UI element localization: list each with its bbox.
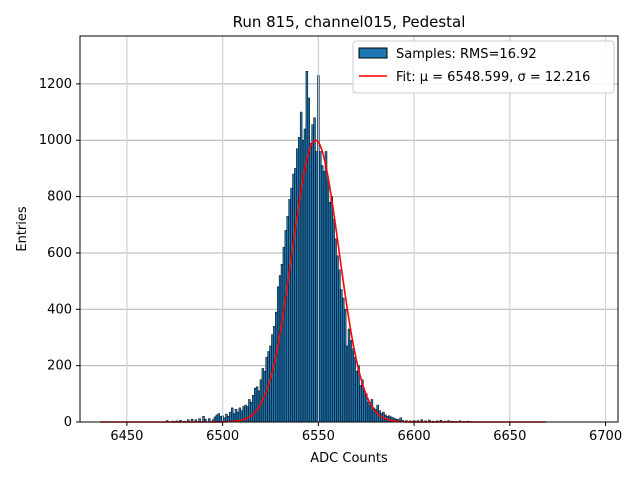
histogram-bar [359,385,362,423]
y-tick-label: 400 [47,302,72,317]
histogram-bar [347,328,351,423]
histogram-bar [334,238,337,423]
histogram-bar [231,407,234,423]
histogram-bar [353,356,356,423]
histogram-bar [202,416,205,423]
histogram-bar [217,413,221,423]
histogram-bar [340,289,343,423]
y-tick-label: 200 [47,359,72,374]
histogram-bar [273,325,276,423]
y-axis-ticks: 0 200 400 600 800 1000 1200 [39,77,80,430]
y-tick-label: 1200 [39,77,72,92]
histogram-bar [313,117,316,423]
x-tick-label: 6700 [589,429,622,444]
histogram-bar [294,168,297,423]
histogram-bar [307,97,310,423]
histogram-bar [234,409,238,423]
histogram-bar [336,255,339,423]
histogram-bar [370,399,374,423]
histogram-bar [271,334,274,423]
y-axis-label: Entries [15,206,30,252]
x-tick-label: 6500 [206,429,239,444]
histogram-bar [215,414,219,423]
y-tick-label: 0 [64,415,72,430]
histogram-bar [342,297,345,423]
histogram-bar [276,286,280,423]
chart-title: Run 815, channel015, Pedestal [233,13,466,31]
histogram-bar [280,263,284,423]
histogram-bars [165,70,473,423]
legend-samples-patch [358,47,388,59]
histogram-bar [322,170,326,423]
histogram-bar [349,340,353,423]
legend: Samples: RMS=16.92 Fit: μ = 6548.599, σ … [352,40,615,94]
histogram-bar [355,371,358,423]
legend-fit-label: Fit: μ = 6548.599, σ = 12.216 [396,70,590,85]
histogram-bar [248,399,251,423]
legend-samples-label: Samples: RMS=16.92 [396,47,537,62]
y-tick-label: 800 [47,190,72,205]
x-tick-label: 6650 [493,429,526,444]
histogram-bar [225,413,228,423]
histogram-bar [261,368,265,423]
histogram-bar [282,247,286,423]
histogram-bar [250,402,253,423]
histogram-bar [326,179,330,423]
histogram-bar [246,406,249,423]
histogram-bar [296,148,299,423]
x-axis-label: ADC Counts [310,451,388,466]
histogram-bar [288,199,291,423]
histogram-bar [275,311,278,423]
histogram-bar [284,230,288,423]
histogram-bar [252,394,255,423]
histogram-bar [324,151,328,423]
histogram-bar [305,70,309,423]
histogram-bar [320,165,324,423]
x-axis-ticks: 6450 6500 6550 6600 6650 6700 [110,422,622,444]
histogram-bar [388,415,391,423]
histogram-bar [328,201,332,423]
grid-over-layer [126,36,607,422]
histogram-bar [351,348,355,423]
histogram-bar [363,390,366,423]
histogram-bar [299,111,303,423]
histogram-bar [315,151,318,423]
histogram-bar [343,309,347,423]
histogram-bar [345,345,349,423]
histogram-bar [286,216,289,423]
x-tick-label: 6450 [110,429,143,444]
histogram-bar [278,275,282,423]
histogram-bar [292,173,295,423]
histogram-bar [290,187,293,423]
x-tick-label: 6550 [302,429,335,444]
x-tick-label: 6600 [398,429,431,444]
histogram-bar [330,196,333,423]
histogram-bar [338,269,341,423]
histogram-bar [332,218,335,423]
histogram-bar [311,124,314,423]
histogram-bar [368,404,372,423]
legend-box [352,40,615,94]
histogram-bar [269,345,272,423]
histogram-bar [309,142,312,423]
histogram-bar [229,411,232,423]
histogram-bar [253,387,257,423]
histogram-bar [319,151,322,423]
plot-frame [79,35,619,423]
histogram-bar [298,137,301,423]
y-tick-label: 600 [47,246,72,261]
histogram-bar [366,402,370,423]
histogram-bar [255,386,259,423]
y-tick-label: 1000 [39,133,72,148]
